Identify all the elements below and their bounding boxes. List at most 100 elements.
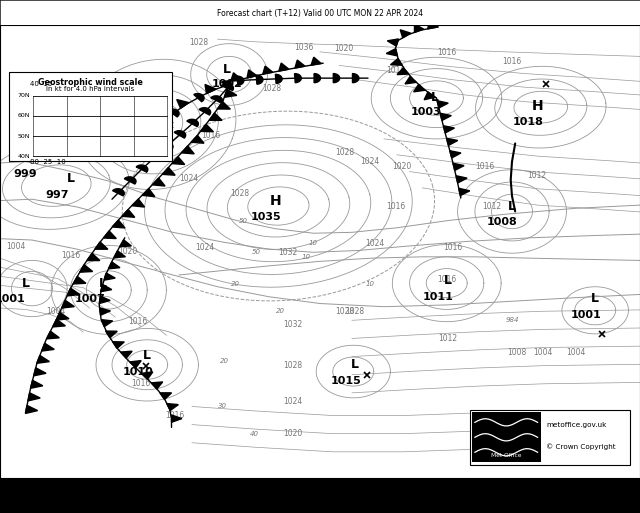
Polygon shape (122, 209, 135, 218)
Polygon shape (31, 380, 43, 388)
Polygon shape (136, 165, 148, 172)
Polygon shape (141, 372, 153, 379)
Text: 1001: 1001 (570, 310, 601, 320)
Polygon shape (390, 58, 402, 65)
Polygon shape (294, 74, 301, 83)
Polygon shape (172, 156, 185, 165)
Text: 1016: 1016 (437, 275, 456, 284)
Text: 1016: 1016 (131, 379, 150, 388)
Text: 1018: 1018 (513, 117, 543, 127)
Polygon shape (34, 368, 46, 376)
Text: 999: 999 (14, 169, 37, 179)
Polygon shape (120, 351, 132, 358)
Polygon shape (314, 73, 321, 83)
Polygon shape (152, 178, 165, 186)
Text: 50: 50 (239, 218, 248, 224)
Text: 40N: 40N (17, 153, 30, 159)
Polygon shape (437, 101, 448, 108)
Text: 80  25  10: 80 25 10 (30, 159, 66, 165)
Polygon shape (99, 296, 110, 304)
Polygon shape (167, 404, 179, 410)
Text: 1032: 1032 (278, 248, 298, 257)
Polygon shape (36, 356, 49, 363)
Polygon shape (132, 199, 145, 207)
Polygon shape (101, 320, 113, 327)
Polygon shape (181, 146, 194, 154)
Text: H: H (532, 99, 543, 113)
Text: 1028: 1028 (230, 189, 250, 198)
FancyBboxPatch shape (472, 412, 541, 462)
Text: L: L (143, 349, 151, 362)
Text: 1028: 1028 (262, 84, 282, 93)
Polygon shape (279, 63, 289, 71)
Text: 1028: 1028 (335, 307, 354, 315)
Polygon shape (453, 163, 464, 170)
Polygon shape (295, 60, 305, 68)
Text: L: L (444, 274, 452, 287)
Text: 1016: 1016 (386, 203, 405, 211)
Polygon shape (52, 319, 65, 327)
Polygon shape (387, 49, 397, 56)
Polygon shape (456, 176, 467, 183)
Text: Geostrophic wind scale: Geostrophic wind scale (38, 77, 143, 87)
Text: 1020: 1020 (118, 247, 138, 256)
Text: L: L (351, 358, 359, 371)
Polygon shape (61, 300, 74, 308)
Text: 1016: 1016 (444, 243, 463, 252)
Polygon shape (124, 177, 136, 184)
Polygon shape (87, 253, 100, 261)
Polygon shape (459, 188, 470, 195)
Text: 10: 10 (301, 254, 310, 260)
Polygon shape (47, 331, 60, 339)
Text: 1028: 1028 (346, 307, 365, 315)
Polygon shape (405, 76, 417, 84)
Text: 1004: 1004 (533, 347, 552, 357)
Polygon shape (177, 100, 189, 108)
Polygon shape (263, 66, 273, 74)
Text: 60N: 60N (17, 113, 30, 119)
Text: 1015: 1015 (330, 376, 361, 386)
Polygon shape (275, 74, 282, 84)
Polygon shape (100, 285, 112, 292)
Polygon shape (333, 73, 340, 83)
Text: 1020: 1020 (284, 429, 303, 438)
Polygon shape (199, 108, 211, 115)
Polygon shape (149, 153, 161, 161)
Text: 20: 20 (276, 308, 285, 314)
Text: 1028: 1028 (335, 148, 354, 157)
Text: 1007: 1007 (74, 294, 105, 304)
Polygon shape (194, 93, 204, 102)
Polygon shape (160, 393, 172, 400)
Text: 1003: 1003 (410, 107, 441, 116)
Text: 1016: 1016 (437, 48, 456, 57)
Text: L: L (22, 277, 29, 290)
Polygon shape (221, 84, 234, 90)
Text: 70N: 70N (17, 93, 30, 98)
Polygon shape (428, 21, 438, 29)
Text: 1036: 1036 (294, 43, 314, 52)
Polygon shape (444, 126, 454, 133)
Polygon shape (397, 68, 408, 74)
Polygon shape (247, 70, 257, 78)
Text: 1010: 1010 (122, 367, 153, 377)
Polygon shape (450, 151, 461, 158)
Polygon shape (400, 30, 411, 38)
Polygon shape (104, 231, 116, 239)
Polygon shape (211, 96, 223, 103)
Polygon shape (231, 73, 241, 81)
Polygon shape (200, 124, 213, 132)
Text: 1016: 1016 (386, 66, 405, 75)
Text: 1016: 1016 (202, 131, 221, 140)
Text: 1012: 1012 (527, 171, 546, 180)
Text: 1016: 1016 (61, 251, 80, 261)
Text: 1001: 1001 (0, 294, 25, 304)
Text: 1024: 1024 (365, 239, 384, 248)
Polygon shape (163, 167, 175, 175)
Text: 1004: 1004 (6, 242, 26, 251)
Polygon shape (67, 288, 80, 296)
Polygon shape (56, 312, 69, 320)
Polygon shape (311, 57, 321, 65)
Polygon shape (130, 361, 141, 368)
Polygon shape (153, 117, 166, 126)
Text: 1016: 1016 (165, 411, 184, 420)
